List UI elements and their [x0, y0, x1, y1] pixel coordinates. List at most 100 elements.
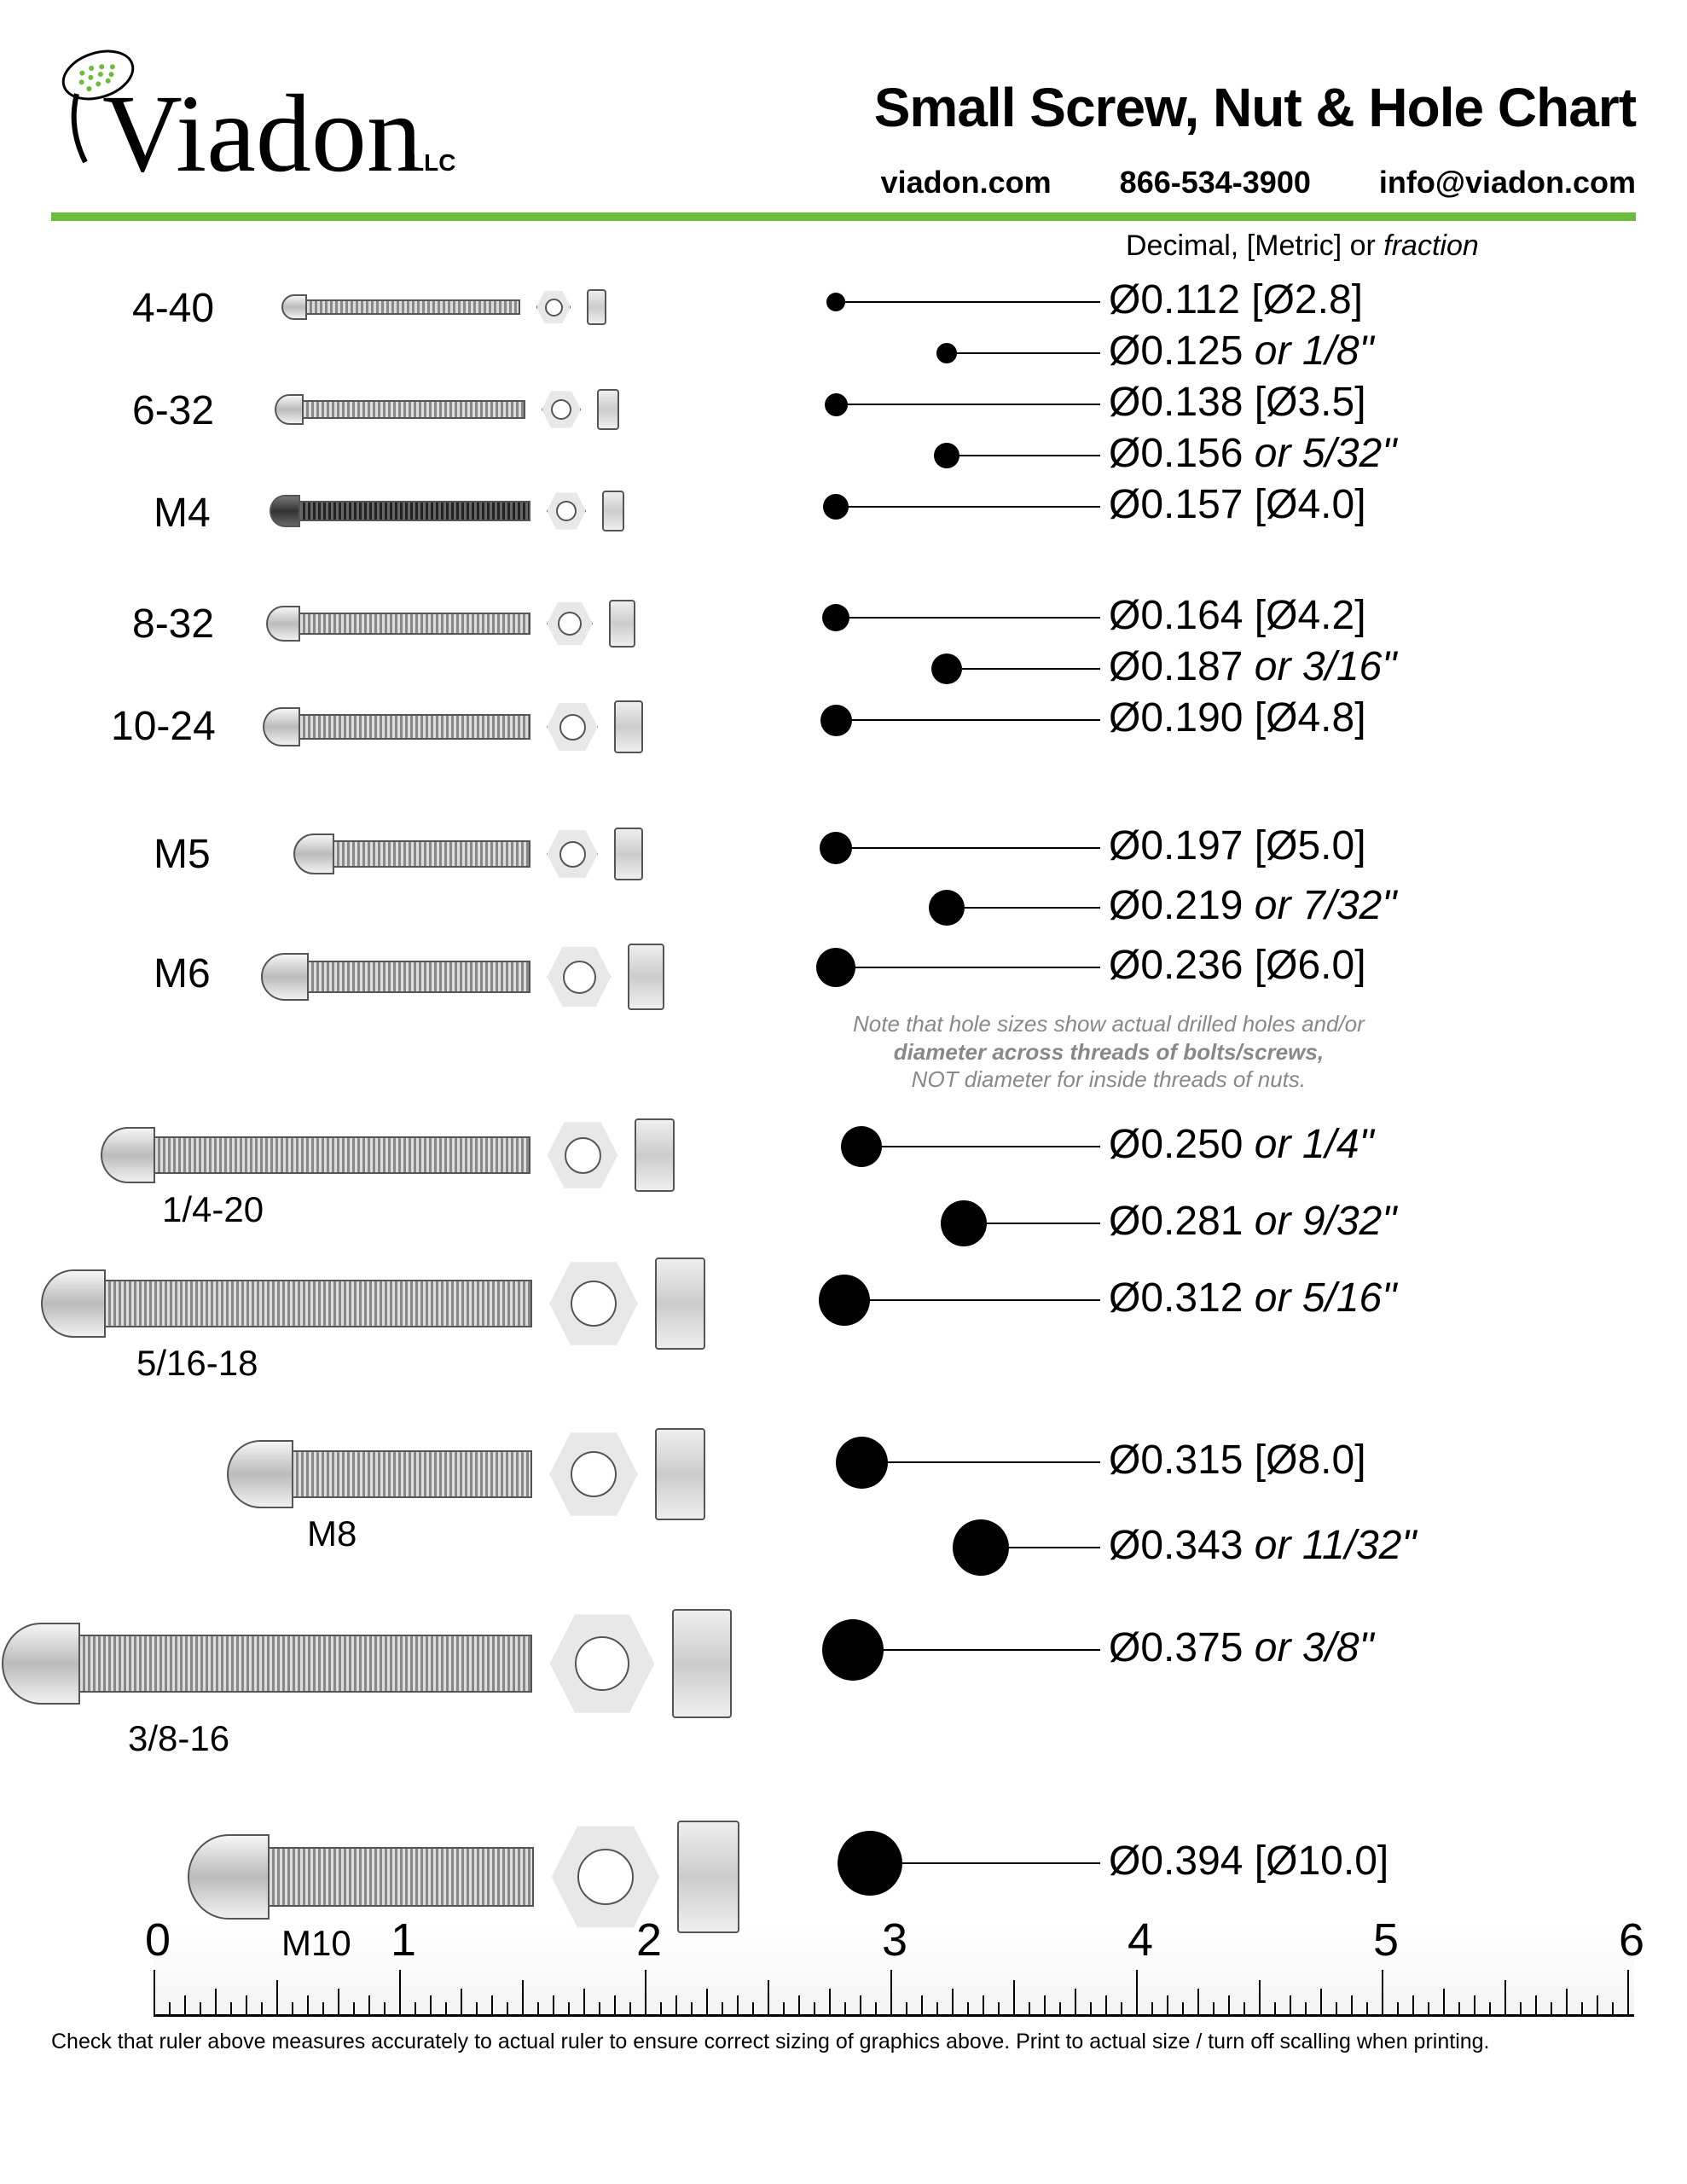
nut-front-icon: [546, 600, 594, 648]
company-logo: Viadon LLC: [51, 43, 461, 200]
leader-line: [845, 301, 1100, 303]
leader-line: [849, 617, 1100, 619]
hole-size-label: Ø0.125 or 1/8": [1109, 328, 1374, 375]
hole-size-label: Ø0.375 or 3/8": [1109, 1624, 1374, 1671]
screw-icon: [275, 394, 525, 425]
nut-front-icon: [548, 1258, 640, 1350]
screw-row: [293, 828, 643, 880]
leader-line: [888, 1461, 1101, 1463]
hole-size-label: Ø0.250 or 1/4": [1109, 1121, 1374, 1168]
screw-row: [281, 289, 606, 325]
nut-side-icon: [635, 1118, 675, 1192]
screw-icon: [261, 953, 530, 1001]
contact-email: info@viadon.com: [1379, 165, 1636, 200]
hole-size-label: Ø0.112 [Ø2.8]: [1109, 276, 1363, 323]
hole-size-label: Ø0.281 or 9/32": [1109, 1198, 1396, 1245]
hole-dot-icon: [936, 343, 957, 363]
nut-front-icon: [546, 944, 612, 1010]
ruler-number: 3: [882, 1914, 907, 1966]
hole-dot-icon: [836, 1437, 888, 1489]
svg-text:LLC: LLC: [409, 149, 455, 176]
hole-size-label: Ø0.138 [Ø3.5]: [1109, 379, 1366, 426]
leader-line: [957, 352, 1100, 354]
screw-icon: [188, 1834, 534, 1920]
screw-row: [261, 944, 664, 1010]
screw-row: [188, 1821, 739, 1933]
nut-side-icon: [655, 1258, 705, 1350]
leader-line: [1009, 1547, 1100, 1548]
nut-side-icon: [597, 389, 619, 430]
leader-line: [902, 1862, 1100, 1864]
leader-line: [855, 967, 1100, 968]
leader-line: [987, 1223, 1100, 1224]
hole-dot-icon: [820, 705, 852, 736]
hole-size-label: Ø0.156 or 5/32": [1109, 430, 1396, 477]
hole-dot-icon: [934, 443, 959, 468]
screw-icon: [41, 1269, 532, 1338]
hole-dot-icon: [823, 494, 849, 520]
hole-size-label: Ø0.187 or 3/16": [1109, 643, 1396, 690]
leader-line: [852, 719, 1101, 721]
hole-dot-icon: [825, 393, 848, 416]
hole-size-label: Ø0.164 [Ø4.2]: [1109, 592, 1366, 639]
screw-size-label: M4: [154, 490, 211, 537]
hole-dot-icon: [841, 1126, 882, 1167]
hole-dot-icon: [941, 1200, 987, 1246]
nut-front-icon: [549, 1821, 662, 1933]
contact-phone: 866-534-3900: [1120, 165, 1311, 200]
hole-dot-icon: [929, 890, 965, 926]
hole-dot-icon: [822, 1619, 884, 1681]
nut-side-icon: [602, 491, 624, 531]
screw-size-label: 4-40: [132, 285, 214, 332]
nut-front-icon: [546, 700, 599, 753]
hole-size-label: Ø0.343 or 11/32": [1109, 1522, 1416, 1569]
leader-line: [884, 1649, 1100, 1651]
hole-size-note: Note that hole sizes show actual drilled…: [853, 1010, 1365, 1094]
hole-dot-icon: [820, 832, 852, 864]
hole-size-label: Ø0.197 [Ø5.0]: [1109, 822, 1366, 869]
leader-line: [870, 1299, 1100, 1301]
nut-front-icon: [541, 389, 582, 430]
nut-front-icon: [536, 289, 571, 325]
nut-side-icon: [614, 700, 643, 753]
svg-text:Viadon: Viadon: [102, 73, 422, 195]
screw-size-label: 8-32: [132, 601, 214, 648]
screw-row: [266, 600, 635, 648]
footer-note: Check that ruler above measures accurate…: [51, 2030, 1636, 2054]
ruler-number: 5: [1373, 1914, 1399, 1966]
leader-line: [965, 907, 1100, 909]
leader-line: [852, 847, 1100, 849]
hole-dot-icon: [822, 604, 849, 631]
screw-icon: [227, 1440, 532, 1508]
screw-size-label: 6-32: [132, 387, 214, 434]
screw-row: [270, 491, 624, 531]
nut-side-icon: [587, 289, 606, 325]
nut-side-icon: [672, 1609, 732, 1718]
contact-row: viadon.com 866-534-3900 info@viadon.com: [486, 165, 1636, 200]
hole-dot-icon: [953, 1519, 1009, 1576]
screw-row: [101, 1118, 675, 1192]
nut-front-icon: [548, 1609, 657, 1718]
screw-icon: [266, 606, 530, 642]
nut-front-icon: [546, 1118, 619, 1192]
hole-size-label: Ø0.236 [Ø6.0]: [1109, 942, 1366, 989]
screw-size-label: 3/8-16: [128, 1718, 229, 1759]
hole-size-label: Ø0.315 [Ø8.0]: [1109, 1437, 1366, 1484]
screw-size-label: M5: [154, 831, 211, 878]
ruler-number: 0: [145, 1914, 171, 1966]
screw-row: [227, 1428, 705, 1520]
screw-row: [275, 389, 619, 430]
hole-size-label: Ø0.312 or 5/16": [1109, 1275, 1396, 1321]
header-divider: [51, 212, 1636, 221]
hole-size-label: Ø0.157 [Ø4.0]: [1109, 481, 1366, 528]
ruler-number: 4: [1128, 1914, 1153, 1966]
screw-icon: [270, 495, 530, 527]
screw-icon: [101, 1127, 530, 1183]
nut-front-icon: [548, 1428, 640, 1520]
hole-dot-icon: [838, 1831, 902, 1896]
nut-front-icon: [546, 491, 587, 531]
nut-side-icon: [609, 600, 635, 648]
nut-side-icon: [628, 944, 664, 1010]
ruler-number: 6: [1619, 1914, 1644, 1966]
leader-line: [848, 404, 1101, 405]
